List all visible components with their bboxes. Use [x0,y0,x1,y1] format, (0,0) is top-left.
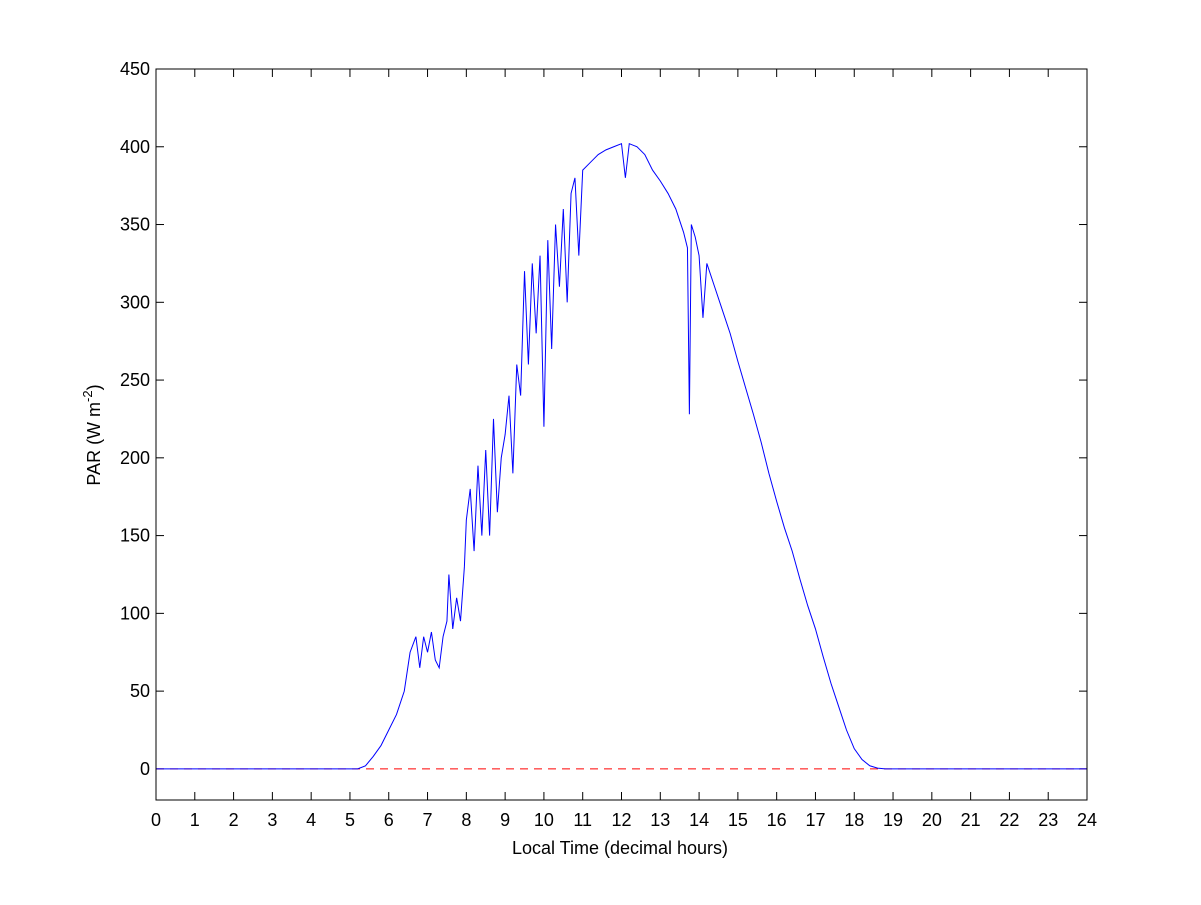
x-tick-label: 24 [1077,810,1097,830]
x-tick-label: 18 [844,810,864,830]
y-tick-label: 200 [120,448,150,468]
x-tick-label: 7 [423,810,433,830]
x-tick-label: 1 [190,810,200,830]
plot-frame [155,68,1088,801]
x-tick-label: 20 [922,810,942,830]
y-tick-label: 0 [140,759,150,779]
x-tick-label: 14 [689,810,709,830]
y-label-sup: -2 [80,390,95,402]
x-tick-label: 16 [767,810,787,830]
x-tick-label: 0 [151,810,161,830]
y-tick-label: 100 [120,603,150,623]
y-label-end: ) [84,384,104,390]
y-label-text: PAR (W m [84,402,104,486]
x-tick-label: 6 [384,810,394,830]
y-tick-label: 50 [130,681,150,701]
x-tick-label: 21 [961,810,981,830]
x-axis-label: Local Time (decimal hours) [512,838,728,858]
x-tick-label: 11 [573,810,592,830]
x-tick-label: 2 [229,810,239,830]
x-tick-label: 3 [267,810,277,830]
y-axis-label: PAR (W m-2) [80,384,104,485]
y-tick-label: 300 [120,292,150,312]
x-tick-label: 8 [461,810,471,830]
x-tick-label: 15 [728,810,748,830]
x-tick-label: 19 [883,810,903,830]
x-tick-label: 17 [805,810,825,830]
y-tick-label: 350 [120,215,150,235]
data-line [156,142,1087,770]
x-tick-label: 9 [500,810,510,830]
x-tick-label: 23 [1038,810,1058,830]
x-tick-label: 12 [611,810,631,830]
x-tick-label: 13 [650,810,670,830]
x-tick-label: 4 [306,810,316,830]
y-tick-label: 450 [120,59,150,79]
x-tick-label: 10 [534,810,554,830]
x-tick-label: 5 [345,810,355,830]
y-tick-label: 250 [120,370,150,390]
y-tick-label: 400 [120,137,150,157]
x-tick-label: 22 [999,810,1019,830]
y-tick-label: 150 [120,526,150,546]
